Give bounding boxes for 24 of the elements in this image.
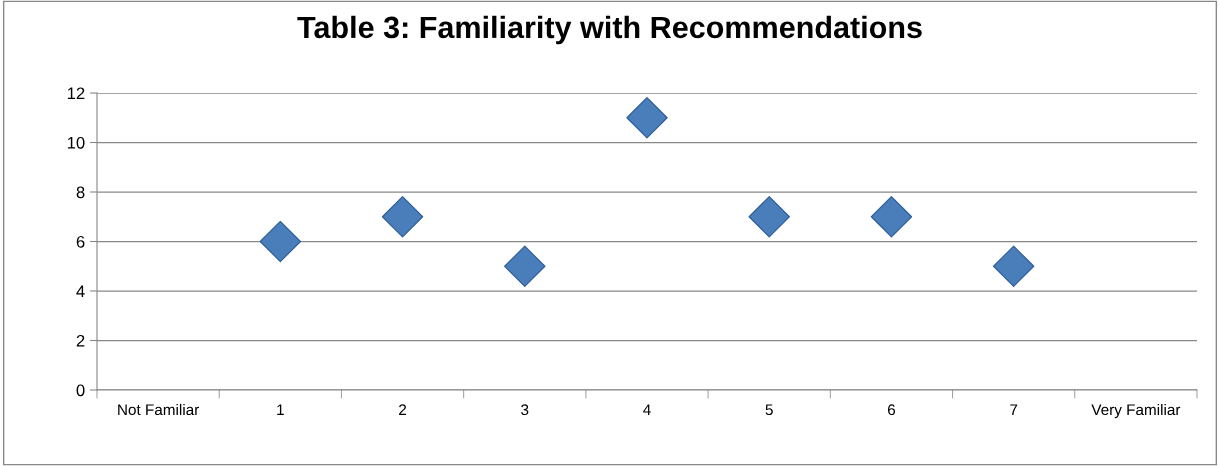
y-tick-label: 12 — [67, 87, 85, 100]
y-tick-label: 6 — [76, 235, 85, 248]
y-tick-label: 10 — [67, 136, 85, 149]
x-tick-label: 7 — [1010, 404, 1018, 415]
point — [992, 245, 1035, 287]
y-tick-label: 4 — [76, 285, 85, 298]
x-tick-label: 6 — [887, 404, 896, 416]
x-tick-label: 2 — [399, 404, 407, 415]
point — [870, 196, 913, 238]
y-tick-label: 2 — [76, 334, 85, 347]
x-tick-label: 4 — [643, 404, 651, 415]
x-tick-label: Not Familiar — [118, 403, 200, 416]
y-tick-label: 0 — [76, 384, 85, 397]
x-tick-label: 3 — [521, 404, 529, 416]
point — [381, 196, 424, 238]
x-tick-label: Very Familiar — [1091, 403, 1181, 419]
point — [259, 220, 302, 263]
point — [748, 196, 790, 238]
chart-title: Table 3: Familiarity with Recommendations — [297, 15, 922, 45]
point — [504, 245, 546, 287]
point — [626, 97, 668, 139]
x-tick-label: 5 — [765, 404, 773, 416]
x-tick-label: 1 — [277, 404, 284, 415]
y-tick-label: 8 — [76, 186, 85, 199]
